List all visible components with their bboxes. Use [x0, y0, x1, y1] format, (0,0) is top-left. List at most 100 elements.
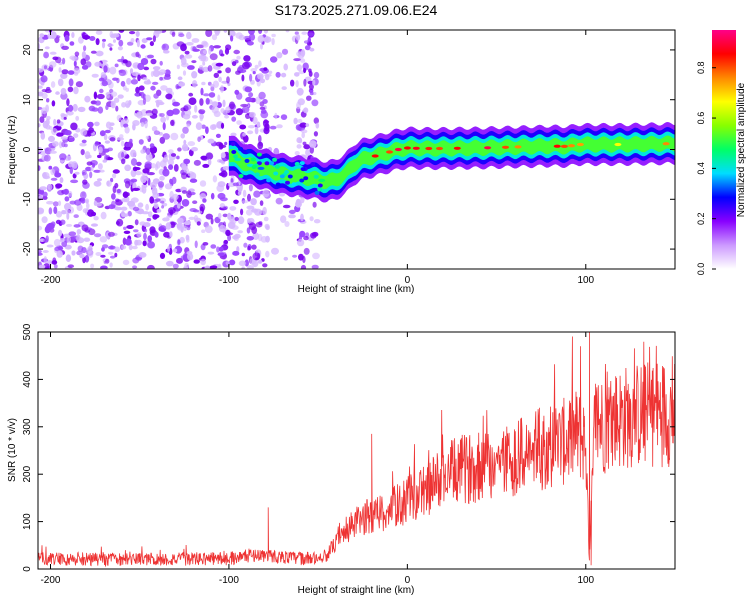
- colorbar: 0.0 0.2 0.4 0.6 0.8 Normalized spectral ampl…: [696, 30, 747, 275]
- noise-speckle: [269, 125, 277, 130]
- noise-speckle: [300, 213, 304, 222]
- ridge-hotspot: [403, 146, 411, 150]
- snr-x-tick-label: -200: [40, 575, 60, 586]
- noise-speckle: [93, 216, 99, 221]
- ridge-blob: [314, 190, 320, 195]
- ridge-hotspot: [328, 178, 336, 182]
- noise-speckle: [126, 225, 134, 229]
- spectrogram-y-tick-label: 20: [22, 44, 33, 56]
- noise-speckle: [80, 191, 87, 200]
- noise-speckle: [182, 126, 189, 134]
- noise-speckle: [90, 211, 97, 217]
- noise-speckle: [240, 208, 244, 216]
- noise-speckle: [217, 212, 222, 219]
- noise-speckle: [64, 143, 68, 148]
- noise-speckle: [229, 101, 235, 110]
- noise-speckle: [83, 45, 87, 52]
- noise-speckle: [132, 265, 138, 269]
- noise-speckle: [69, 200, 77, 205]
- noise-speckle: [109, 137, 116, 142]
- noise-speckle: [257, 233, 263, 242]
- noise-speckle: [59, 153, 67, 161]
- noise-speckle: [38, 123, 41, 128]
- noise-speckle: [162, 157, 169, 163]
- noise-speckle: [107, 231, 115, 237]
- noise-speckle: [246, 227, 251, 234]
- noise-speckle: [248, 33, 256, 41]
- noise-speckle: [187, 141, 196, 147]
- noise-speckle: [236, 246, 240, 253]
- noise-speckle: [165, 222, 172, 230]
- noise-speckle: [140, 122, 145, 127]
- noise-speckle: [137, 62, 145, 71]
- noise-speckle: [111, 33, 120, 38]
- noise-speckle: [307, 32, 315, 37]
- noise-speckle: [160, 85, 168, 91]
- noise-speckle: [192, 80, 198, 88]
- noise-speckle: [262, 206, 267, 215]
- noise-speckle: [126, 77, 132, 85]
- noise-speckle: [294, 31, 299, 35]
- noise-speckle: [151, 126, 158, 132]
- noise-speckle: [102, 159, 107, 163]
- noise-speckle: [183, 158, 191, 165]
- noise-speckle: [138, 252, 147, 258]
- colorbar-label: Normalized spectral amplitude: [736, 82, 747, 217]
- noise-speckle: [121, 198, 127, 203]
- snr-y-tick-label: 300: [22, 418, 33, 435]
- noise-speckle: [53, 264, 58, 269]
- noise-speckle: [115, 105, 119, 112]
- noise-speckle: [271, 33, 276, 38]
- noise-speckle: [213, 72, 219, 78]
- colorbar-tick-label: 0.8: [696, 61, 706, 74]
- noise-speckle: [60, 72, 68, 79]
- spectrogram-ylabel: Frequency (Hz): [7, 116, 18, 185]
- noise-speckle: [70, 179, 79, 184]
- noise-speckle: [122, 259, 130, 266]
- noise-speckle: [210, 218, 214, 225]
- noise-speckle: [201, 81, 206, 86]
- noise-speckle: [81, 247, 87, 254]
- noise-speckle: [41, 88, 48, 93]
- noise-speckle: [137, 74, 141, 82]
- noise-speckle: [132, 206, 140, 212]
- noise-speckle: [181, 172, 188, 180]
- noise-speckle: [303, 40, 310, 44]
- noise-speckle: [217, 70, 222, 74]
- noise-speckle: [176, 155, 180, 160]
- noise-speckle: [294, 151, 300, 156]
- spectrogram-x-tick-label: 0: [405, 275, 411, 286]
- noise-speckle: [233, 235, 240, 242]
- noise-speckle: [200, 87, 204, 96]
- ridge-blob: [251, 165, 257, 169]
- noise-speckle: [149, 196, 155, 204]
- noise-speckle: [247, 193, 251, 202]
- colorbar-tick-label: 0.6: [696, 112, 706, 125]
- noise-speckle: [222, 213, 228, 218]
- noise-speckle: [120, 80, 126, 87]
- noise-speckle: [215, 62, 224, 67]
- noise-speckle: [167, 149, 174, 154]
- noise-speckle: [95, 252, 102, 256]
- noise-speckle: [104, 129, 111, 134]
- noise-speckle: [136, 39, 140, 48]
- noise-speckle: [163, 231, 171, 238]
- noise-speckle: [186, 123, 190, 128]
- noise-speckle: [160, 116, 167, 123]
- noise-speckle: [156, 209, 162, 213]
- ridge-blob: [238, 174, 244, 178]
- noise-speckle: [211, 101, 219, 107]
- noise-speckle: [181, 165, 188, 171]
- noise-speckle: [90, 50, 97, 54]
- noise-speckle: [94, 100, 101, 106]
- noise-speckle: [46, 244, 54, 248]
- noise-speckle: [84, 95, 91, 103]
- noise-speckle: [167, 158, 174, 166]
- noise-speckle: [235, 108, 243, 116]
- noise-speckle: [199, 180, 207, 187]
- noise-speckle: [46, 115, 51, 121]
- noise-speckle: [162, 217, 170, 222]
- noise-speckle: [109, 126, 114, 131]
- noise-speckle: [96, 93, 105, 100]
- noise-speckle: [144, 120, 148, 129]
